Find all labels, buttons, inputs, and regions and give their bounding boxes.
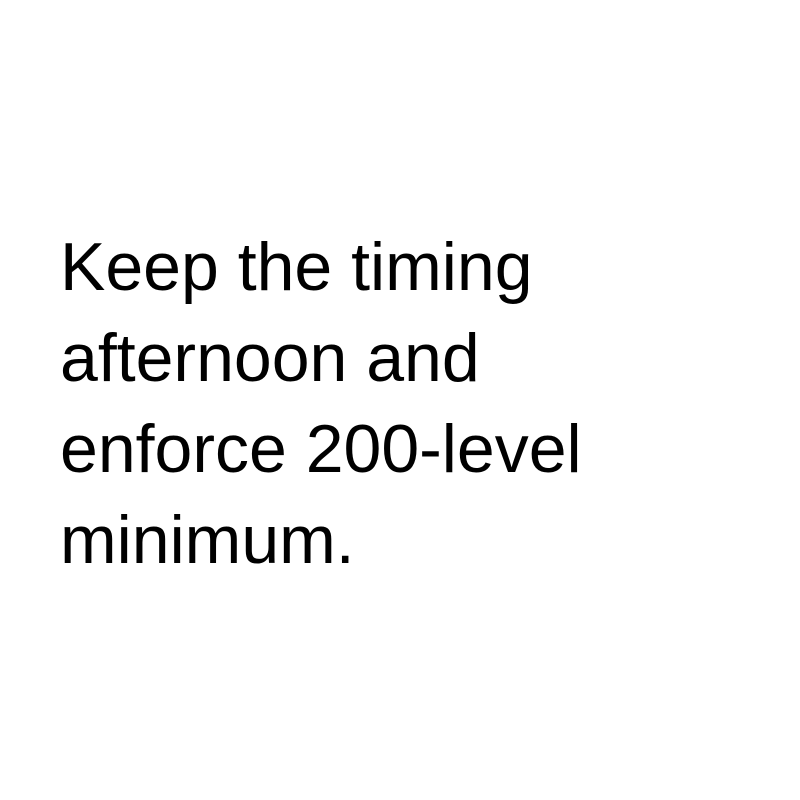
message-line-2: afternoon and (60, 320, 480, 396)
message-line-1: Keep the timing (60, 229, 533, 305)
message-line-3: enforce 200-level (60, 411, 582, 487)
message-text: Keep the timing afternoon and enforce 20… (60, 222, 582, 586)
message-line-4: minimum. (60, 502, 355, 578)
